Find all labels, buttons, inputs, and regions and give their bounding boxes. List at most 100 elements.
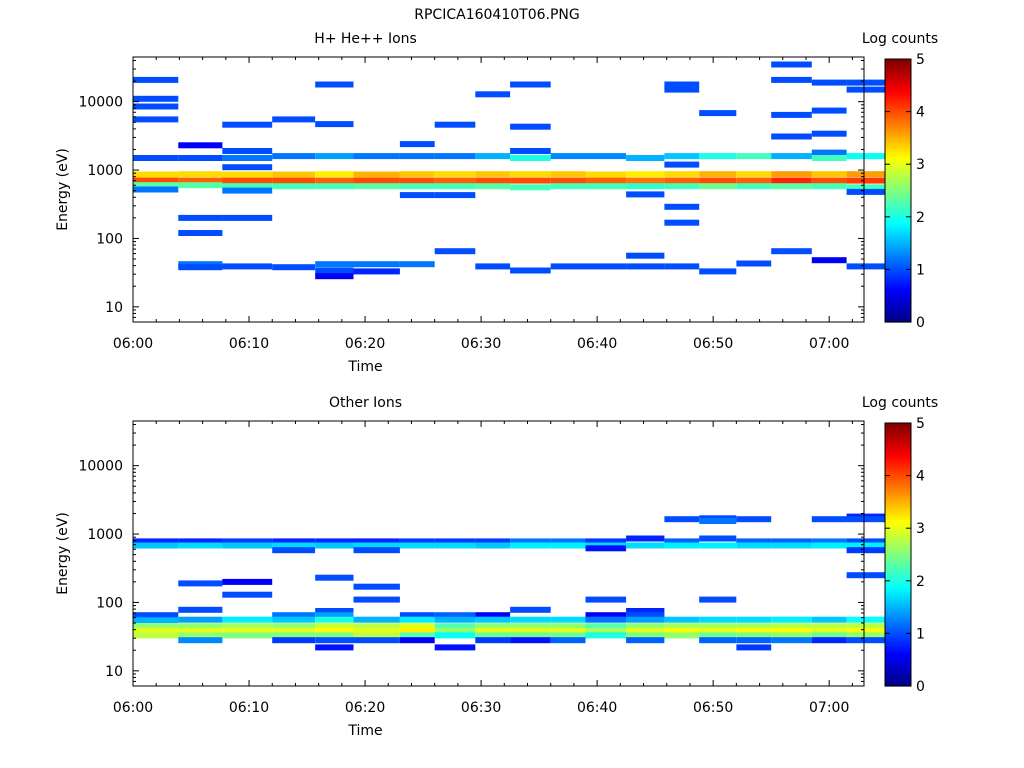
colorbar-swatch bbox=[885, 655, 911, 659]
colorbar-swatch bbox=[885, 591, 911, 595]
colorbar-swatch bbox=[885, 495, 911, 499]
colorbar-swatch bbox=[885, 59, 911, 62]
heatmap-cell bbox=[399, 183, 435, 190]
colorbar-swatch bbox=[885, 85, 911, 89]
colorbar-swatch bbox=[885, 517, 911, 521]
x-tick-label: 06:40 bbox=[577, 336, 617, 352]
heatmap-cell bbox=[475, 632, 511, 639]
heatmap-cell bbox=[811, 637, 847, 644]
heatmap-cell bbox=[133, 177, 179, 184]
heatmap-cell bbox=[272, 542, 316, 549]
heatmap-cell bbox=[434, 612, 476, 619]
colorbar-swatch bbox=[885, 135, 911, 139]
heatmap-cell bbox=[222, 155, 273, 161]
panel-title: Other Ions bbox=[329, 395, 402, 411]
colorbar-swatch bbox=[885, 142, 911, 146]
heatmap-cell bbox=[771, 61, 812, 68]
colorbar-swatch bbox=[885, 449, 911, 453]
colorbar-swatch bbox=[885, 657, 911, 661]
colorbar-swatch bbox=[885, 659, 911, 663]
heatmap-cell bbox=[699, 623, 737, 630]
heatmap-cell bbox=[811, 177, 847, 184]
colorbar-swatch bbox=[885, 140, 911, 143]
y-tick-label: 100 bbox=[96, 231, 123, 247]
colorbar-swatch bbox=[885, 532, 911, 536]
heatmap-cell bbox=[222, 542, 273, 549]
heatmap-cell bbox=[315, 628, 354, 635]
colorbar-swatch bbox=[885, 576, 911, 580]
heatmap-cell bbox=[846, 79, 885, 86]
heatmap-cell bbox=[771, 632, 812, 639]
heatmap-cell bbox=[771, 76, 812, 83]
heatmap-cell bbox=[399, 623, 435, 630]
heatmap-cell bbox=[510, 148, 551, 154]
colorbar-swatch bbox=[885, 100, 911, 104]
heatmap-cell bbox=[626, 632, 665, 639]
colorbar-swatch bbox=[885, 78, 911, 82]
heatmap-cell bbox=[510, 637, 551, 644]
heatmap-cell bbox=[353, 583, 400, 590]
colorbar-swatch bbox=[885, 561, 911, 564]
colorbar-swatch bbox=[885, 593, 911, 597]
colorbar-swatch bbox=[885, 469, 911, 472]
heatmap-cell bbox=[846, 263, 885, 270]
heatmap-cell bbox=[771, 637, 812, 644]
heatmap-cell bbox=[434, 183, 476, 190]
colorbar-swatch bbox=[885, 528, 911, 531]
heatmap-cell bbox=[434, 121, 476, 128]
heatmap-cell bbox=[736, 644, 772, 651]
colorbar-swatch bbox=[885, 107, 911, 111]
heatmap-cell bbox=[272, 612, 316, 619]
heatmap-cell bbox=[626, 171, 665, 178]
colorbar-swatch bbox=[885, 199, 911, 203]
colorbar-swatch bbox=[885, 183, 911, 187]
x-tick-label: 06:50 bbox=[693, 336, 733, 352]
heatmap-cell bbox=[736, 183, 772, 190]
colorbar-swatch bbox=[885, 111, 911, 115]
colorbar-swatch bbox=[885, 133, 911, 137]
colorbar-swatch bbox=[885, 504, 911, 507]
colorbar-swatch bbox=[885, 661, 911, 665]
heatmap-cell bbox=[811, 130, 847, 137]
heatmap-cell bbox=[811, 107, 847, 114]
y-tick-label: 1000 bbox=[87, 163, 123, 179]
colorbar-swatch bbox=[885, 72, 911, 75]
colorbar-swatch bbox=[885, 63, 911, 67]
heatmap-cell bbox=[475, 542, 511, 549]
heatmap-cell bbox=[811, 538, 847, 545]
heatmap-cell bbox=[846, 616, 885, 623]
heatmap-cell bbox=[550, 153, 586, 160]
colorbar-swatch bbox=[885, 216, 911, 220]
colorbar-swatch bbox=[885, 269, 911, 273]
colorbar-swatch bbox=[885, 76, 911, 80]
heatmap-cell bbox=[550, 542, 586, 549]
heatmap-cell bbox=[272, 637, 316, 644]
colorbar-swatch bbox=[885, 205, 911, 209]
heatmap-cell bbox=[736, 538, 772, 545]
colorbar-swatch bbox=[885, 488, 911, 492]
colorbar-swatch bbox=[885, 534, 911, 538]
heatmap-cell bbox=[315, 171, 354, 178]
heatmap-cell bbox=[178, 155, 223, 161]
colorbar-swatch bbox=[885, 238, 911, 242]
heatmap-cell bbox=[272, 183, 316, 190]
x-tick-label: 07:00 bbox=[809, 700, 849, 716]
heatmap-cell bbox=[771, 183, 812, 190]
colorbar-swatch bbox=[885, 164, 911, 167]
colorbar-swatch bbox=[885, 642, 911, 645]
heatmap-cell bbox=[178, 580, 223, 587]
heatmap-cell bbox=[664, 616, 700, 623]
colorbar-swatch bbox=[885, 471, 911, 475]
colorbar-swatch bbox=[885, 245, 911, 249]
colorbar-swatch bbox=[885, 203, 911, 207]
heatmap-cell bbox=[736, 623, 772, 630]
heatmap-cell bbox=[133, 103, 179, 110]
colorbar-swatch bbox=[885, 201, 911, 205]
colorbar-swatch bbox=[885, 186, 911, 189]
heatmap-cell bbox=[353, 261, 400, 268]
heatmap-cell bbox=[736, 260, 772, 267]
colorbar-swatch bbox=[885, 234, 911, 238]
heatmap-cell bbox=[133, 542, 179, 549]
heatmap-cell bbox=[811, 616, 847, 623]
